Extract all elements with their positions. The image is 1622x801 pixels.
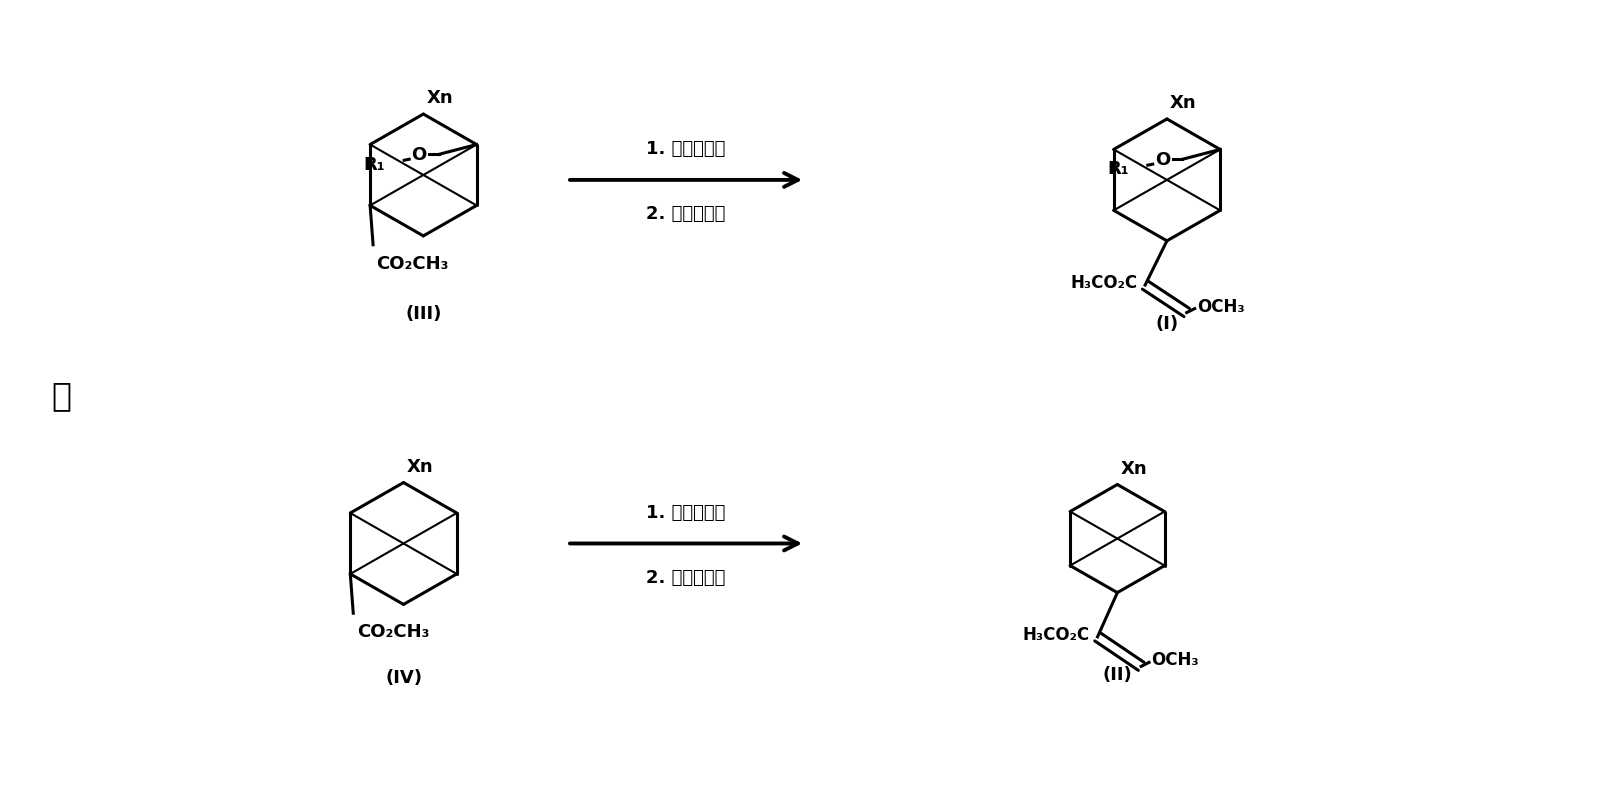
Text: 1. 甲酰化试剂: 1. 甲酰化试剂 [647,504,725,522]
Text: O: O [1155,151,1171,169]
Text: Xn: Xn [427,89,453,107]
Text: (I): (I) [1155,316,1179,333]
Text: Xn: Xn [1169,94,1197,112]
Text: OCH₃: OCH₃ [1152,651,1199,670]
Text: 或: 或 [52,380,71,413]
Text: H₃CO₂C: H₃CO₂C [1022,626,1090,644]
Text: (II): (II) [1103,666,1132,684]
Text: Xn: Xn [407,457,433,476]
Text: R₁: R₁ [363,156,386,174]
Text: CO₂CH₃: CO₂CH₃ [357,623,430,641]
Text: O: O [412,147,427,164]
Text: 2. 甲基化试剂: 2. 甲基化试剂 [647,569,725,587]
Text: (III): (III) [406,304,441,323]
Text: OCH₃: OCH₃ [1197,298,1244,316]
Text: R₁: R₁ [1108,160,1129,178]
Text: (IV): (IV) [384,670,422,687]
Text: 1. 甲酰化试剂: 1. 甲酰化试剂 [647,140,725,159]
Text: CO₂CH₃: CO₂CH₃ [376,255,448,272]
Text: H₃CO₂C: H₃CO₂C [1071,274,1137,292]
Text: Xn: Xn [1121,460,1147,477]
Text: 2. 甲基化试剂: 2. 甲基化试剂 [647,205,725,223]
